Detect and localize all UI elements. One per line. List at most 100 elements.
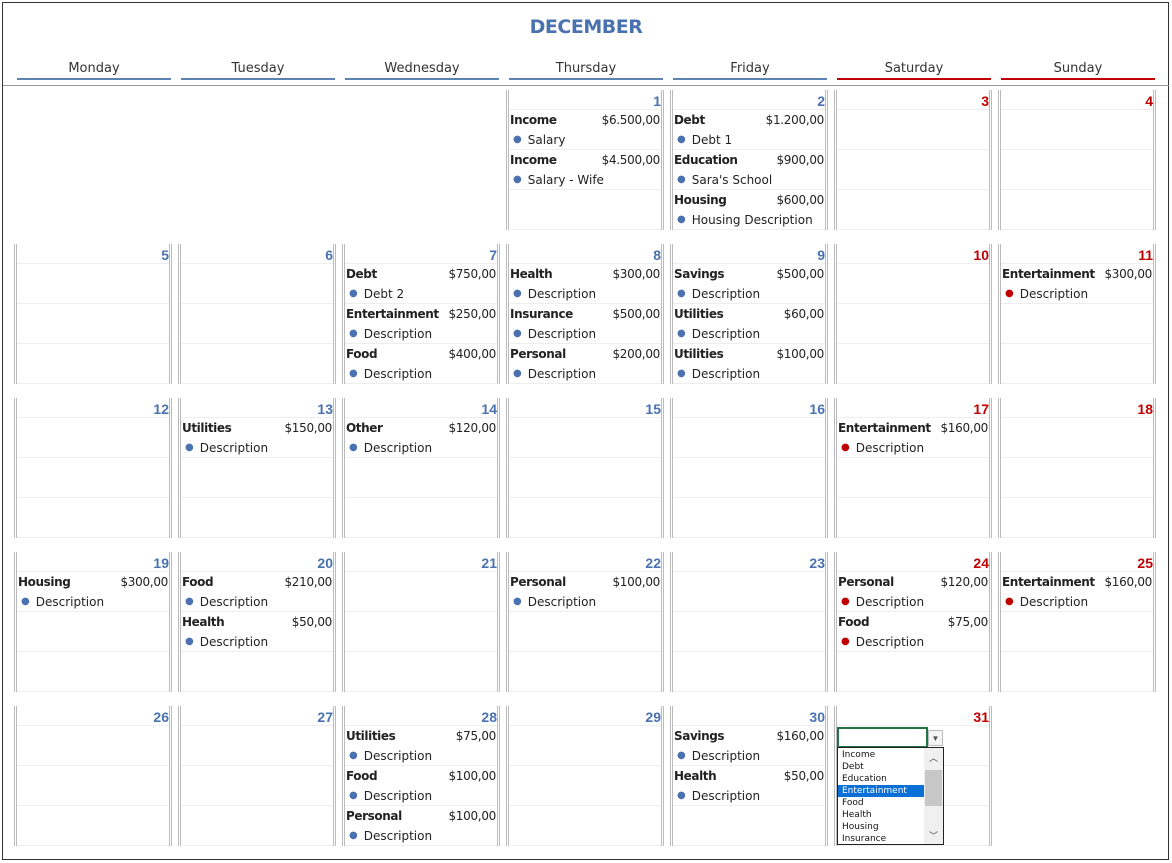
scroll-down-icon[interactable]: ﹀ [928,831,938,841]
empty-row[interactable] [17,344,169,364]
empty-row[interactable] [181,826,333,846]
empty-row[interactable] [1001,418,1153,438]
empty-row[interactable] [181,652,333,672]
empty-row[interactable] [181,324,333,344]
entry-description-row[interactable]: ● Description [17,592,169,612]
empty-row[interactable] [181,726,333,746]
entry-description-row[interactable]: ● Sara's School [673,170,825,190]
day-cell-2[interactable]: 2 Debt $1.200,00 ● Debt 1 Education $900,00 ● Sa… [670,90,828,230]
entry-category-row[interactable]: Health $50,00 [181,612,333,632]
dropdown-scrollbar[interactable]: ︿ ﹀ [924,748,943,844]
empty-row[interactable] [509,672,661,692]
empty-row[interactable] [673,652,825,672]
empty-row[interactable] [181,786,333,806]
empty-row[interactable] [837,458,989,478]
empty-row[interactable] [17,652,169,672]
dropdown-option[interactable]: Education [842,774,887,784]
day-cell-15[interactable]: 15 [506,398,664,538]
empty-row[interactable] [837,190,989,210]
empty-row[interactable] [837,672,989,692]
empty-row[interactable] [837,518,989,538]
empty-row[interactable] [673,438,825,458]
empty-row[interactable] [509,746,661,766]
empty-row[interactable] [837,304,989,324]
empty-row[interactable] [181,478,333,498]
empty-row[interactable] [1001,652,1153,672]
empty-row[interactable] [181,806,333,826]
entry-category-row[interactable]: Personal $100,00 [345,806,497,826]
day-cell-11[interactable]: 11 Entertainment $300,00 ● Description [998,244,1156,384]
entry-category-row[interactable]: Utilities $75,00 [345,726,497,746]
empty-row[interactable] [17,498,169,518]
empty-row[interactable] [509,806,661,826]
entry-category-row[interactable]: Food $100,00 [345,766,497,786]
entry-category-row[interactable]: Other $120,00 [345,418,497,438]
empty-row[interactable] [1001,170,1153,190]
dropdown-option[interactable]: Entertainment [838,785,924,797]
empty-row[interactable] [837,110,989,130]
empty-row[interactable] [17,826,169,846]
day-cell-22[interactable]: 22 Personal $100,00 ● Description [506,552,664,692]
empty-row[interactable] [1001,518,1153,538]
empty-row[interactable] [1001,344,1153,364]
empty-row[interactable] [17,672,169,692]
empty-row[interactable] [509,518,661,538]
empty-row[interactable] [345,498,497,518]
entry-category-row[interactable]: Health $50,00 [673,766,825,786]
entry-description-row[interactable]: ● Description [837,438,989,458]
entry-category-row[interactable]: Debt $1.200,00 [673,110,825,130]
empty-row[interactable] [345,592,497,612]
entry-description-row[interactable]: ● Description [509,364,661,384]
dropdown-option[interactable]: Food [842,798,864,808]
entry-description-row[interactable]: ● Debt 1 [673,130,825,150]
entry-description-row[interactable]: ● Description [673,746,825,766]
day-cell-20[interactable]: 20 Food $210,00 ● Description Health $50,00 ● De… [178,552,336,692]
entry-category-row[interactable]: Income $4.500,00 [509,150,661,170]
entry-category-row[interactable]: Personal $200,00 [509,344,661,364]
day-cell-5[interactable]: 5 [14,244,172,384]
day-cell-9[interactable]: 9 Savings $500,00 ● Description Utilities $60,… [670,244,828,384]
empty-row[interactable] [673,478,825,498]
day-cell-27[interactable]: 27 [178,706,336,846]
day-cell-3[interactable]: 3 [834,90,992,230]
empty-row[interactable] [181,344,333,364]
entry-description-row[interactable]: ● Description [345,364,497,384]
empty-row[interactable] [345,478,497,498]
empty-row[interactable] [1001,210,1153,230]
entry-description-row[interactable]: ● Description [1001,592,1153,612]
empty-row[interactable] [1001,672,1153,692]
empty-row[interactable] [837,150,989,170]
day-cell-30[interactable]: 30 Savings $160,00 ● Description Health $50,00… [670,706,828,846]
entry-category-row[interactable]: Food $400,00 [345,344,497,364]
day-cell-16[interactable]: 16 [670,398,828,538]
empty-row[interactable] [509,458,661,478]
entry-description-row[interactable]: ● Description [345,786,497,806]
entry-category-row[interactable]: Personal $120,00 [837,572,989,592]
empty-row[interactable] [673,672,825,692]
day-cell-13[interactable]: 13 Utilities $150,00 ● Description [178,398,336,538]
entry-category-row[interactable]: Utilities $150,00 [181,418,333,438]
empty-row[interactable] [1001,324,1153,344]
entry-category-row[interactable]: Housing $300,00 [17,572,169,592]
empty-row[interactable] [837,364,989,384]
dropdown-option[interactable]: Insurance [842,834,887,844]
empty-row[interactable] [181,304,333,324]
day-cell-29[interactable]: 29 [506,706,664,846]
day-cell-25[interactable]: 25 Entertainment $160,00 ● Description [998,552,1156,692]
entry-category-row[interactable]: Food $210,00 [181,572,333,592]
empty-row[interactable] [17,726,169,746]
empty-row[interactable] [673,806,825,826]
empty-row[interactable] [509,652,661,672]
empty-row[interactable] [1001,130,1153,150]
empty-row[interactable] [673,612,825,632]
empty-row[interactable] [17,458,169,478]
entry-category-row[interactable]: Food $75,00 [837,612,989,632]
empty-row[interactable] [509,786,661,806]
category-dropdown-list[interactable]: Income Debt Education Entertainment Food Heal… [837,747,944,845]
entry-category-row[interactable]: Debt $750,00 [345,264,497,284]
empty-row[interactable] [17,478,169,498]
empty-row[interactable] [1001,478,1153,498]
entry-description-row[interactable]: ● Debt 2 [345,284,497,304]
empty-row[interactable] [1001,498,1153,518]
day-cell-23[interactable]: 23 [670,552,828,692]
